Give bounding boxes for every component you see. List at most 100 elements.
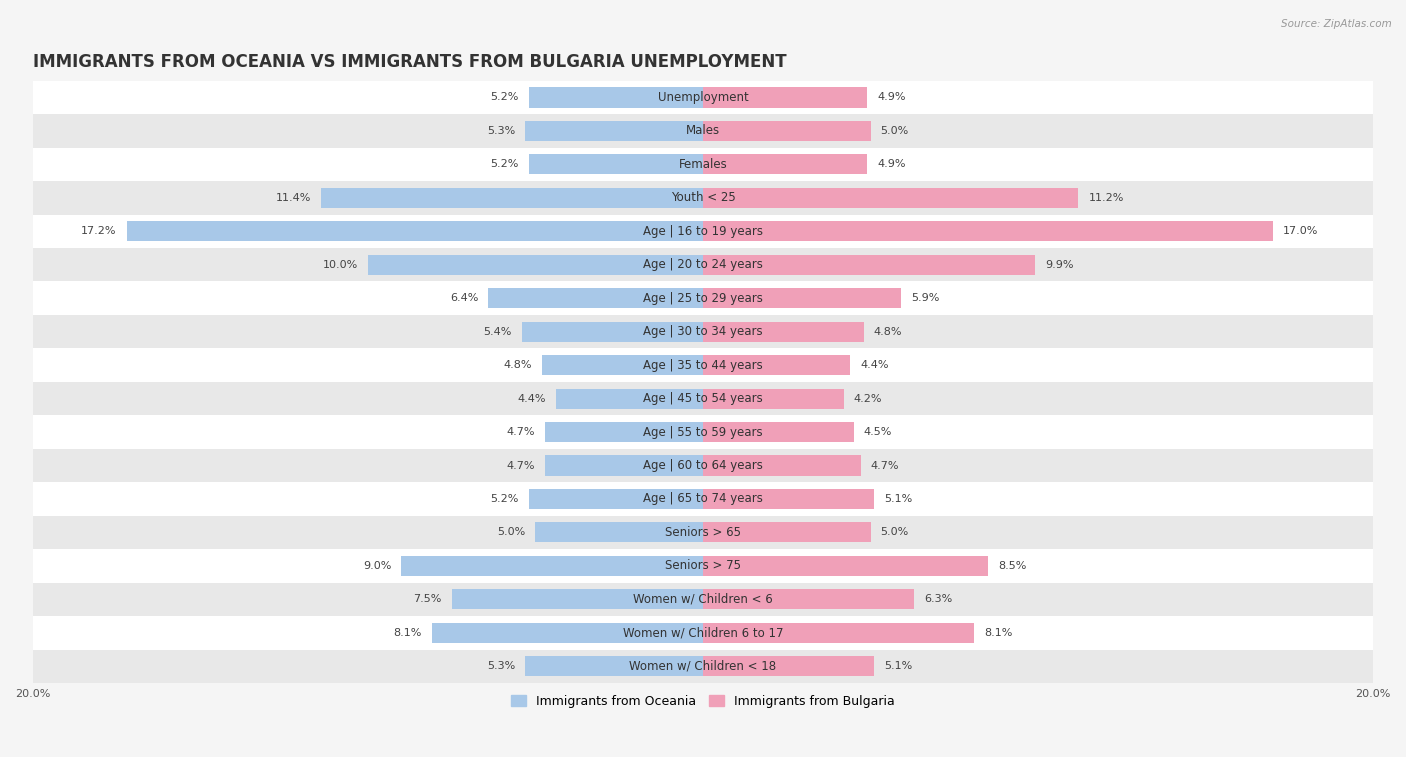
Bar	[32, 516, 1374, 549]
Text: 6.4%: 6.4%	[450, 293, 478, 304]
Bar	[32, 315, 1374, 348]
Text: 4.7%: 4.7%	[508, 460, 536, 471]
Text: 4.4%: 4.4%	[860, 360, 889, 370]
Bar	[703, 522, 870, 543]
Text: 4.9%: 4.9%	[877, 92, 905, 102]
Bar	[543, 355, 703, 375]
Bar	[529, 87, 703, 107]
Text: 5.0%: 5.0%	[880, 126, 908, 136]
Text: 17.0%: 17.0%	[1282, 226, 1319, 236]
Text: Age | 25 to 29 years: Age | 25 to 29 years	[643, 291, 763, 305]
Text: 8.1%: 8.1%	[394, 628, 422, 638]
Bar	[321, 188, 703, 208]
Bar	[368, 254, 703, 275]
Bar	[32, 81, 1374, 114]
Text: Males: Males	[686, 124, 720, 138]
Text: 4.8%: 4.8%	[503, 360, 531, 370]
Bar	[546, 456, 703, 475]
Text: 5.4%: 5.4%	[484, 327, 512, 337]
Bar	[703, 322, 863, 341]
Text: 17.2%: 17.2%	[82, 226, 117, 236]
Text: 6.3%: 6.3%	[924, 594, 952, 604]
Text: 5.2%: 5.2%	[491, 494, 519, 504]
Text: 5.1%: 5.1%	[884, 494, 912, 504]
Text: Females: Females	[679, 158, 727, 171]
Bar	[703, 556, 988, 576]
Bar	[32, 148, 1374, 181]
Text: IMMIGRANTS FROM OCEANIA VS IMMIGRANTS FROM BULGARIA UNEMPLOYMENT: IMMIGRANTS FROM OCEANIA VS IMMIGRANTS FR…	[32, 53, 786, 71]
Text: 5.2%: 5.2%	[491, 92, 519, 102]
Bar	[127, 221, 703, 241]
Bar	[703, 456, 860, 475]
Text: Age | 35 to 44 years: Age | 35 to 44 years	[643, 359, 763, 372]
Bar	[703, 623, 974, 643]
Bar	[32, 248, 1374, 282]
Bar	[703, 188, 1078, 208]
Text: Age | 16 to 19 years: Age | 16 to 19 years	[643, 225, 763, 238]
Bar	[703, 87, 868, 107]
Bar	[526, 121, 703, 141]
Text: Source: ZipAtlas.com: Source: ZipAtlas.com	[1281, 19, 1392, 29]
Bar	[546, 422, 703, 442]
Bar	[32, 382, 1374, 416]
Bar	[703, 422, 853, 442]
Legend: Immigrants from Oceania, Immigrants from Bulgaria: Immigrants from Oceania, Immigrants from…	[506, 690, 900, 713]
Text: Youth < 25: Youth < 25	[671, 192, 735, 204]
Text: 4.9%: 4.9%	[877, 160, 905, 170]
Bar	[703, 388, 844, 409]
Bar	[32, 549, 1374, 583]
Bar	[32, 181, 1374, 214]
Bar	[703, 589, 914, 609]
Bar	[32, 114, 1374, 148]
Text: 5.3%: 5.3%	[486, 126, 516, 136]
Bar	[555, 388, 703, 409]
Text: 9.9%: 9.9%	[1045, 260, 1073, 269]
Text: 11.4%: 11.4%	[276, 193, 311, 203]
Bar	[32, 616, 1374, 650]
Bar	[703, 489, 875, 509]
Text: 4.8%: 4.8%	[875, 327, 903, 337]
Text: 4.2%: 4.2%	[853, 394, 883, 403]
Text: 11.2%: 11.2%	[1088, 193, 1123, 203]
Bar	[401, 556, 703, 576]
Text: Age | 60 to 64 years: Age | 60 to 64 years	[643, 459, 763, 472]
Bar	[32, 482, 1374, 516]
Bar	[451, 589, 703, 609]
Bar	[703, 121, 870, 141]
Bar	[32, 348, 1374, 382]
Bar	[32, 282, 1374, 315]
Text: Age | 30 to 34 years: Age | 30 to 34 years	[643, 326, 763, 338]
Bar	[32, 416, 1374, 449]
Text: 10.0%: 10.0%	[322, 260, 357, 269]
Bar	[488, 288, 703, 308]
Bar	[529, 154, 703, 174]
Text: Women w/ Children < 6: Women w/ Children < 6	[633, 593, 773, 606]
Text: Age | 45 to 54 years: Age | 45 to 54 years	[643, 392, 763, 405]
Bar	[703, 355, 851, 375]
Text: Women w/ Children < 18: Women w/ Children < 18	[630, 660, 776, 673]
Text: 5.3%: 5.3%	[486, 662, 516, 671]
Bar	[32, 583, 1374, 616]
Text: 5.1%: 5.1%	[884, 662, 912, 671]
Bar	[32, 449, 1374, 482]
Bar	[32, 214, 1374, 248]
Bar	[529, 489, 703, 509]
Bar	[703, 288, 901, 308]
Bar	[536, 522, 703, 543]
Text: 7.5%: 7.5%	[413, 594, 441, 604]
Text: 9.0%: 9.0%	[363, 561, 391, 571]
Bar	[703, 154, 868, 174]
Bar	[703, 656, 875, 676]
Text: 4.7%: 4.7%	[508, 427, 536, 437]
Text: 8.5%: 8.5%	[998, 561, 1026, 571]
Text: 5.0%: 5.0%	[880, 528, 908, 537]
Bar	[432, 623, 703, 643]
Bar	[522, 322, 703, 341]
Text: 4.4%: 4.4%	[517, 394, 546, 403]
Bar	[32, 650, 1374, 683]
Text: 4.7%: 4.7%	[870, 460, 898, 471]
Text: Age | 20 to 24 years: Age | 20 to 24 years	[643, 258, 763, 271]
Text: Age | 55 to 59 years: Age | 55 to 59 years	[643, 425, 763, 438]
Bar	[703, 221, 1272, 241]
Text: Seniors > 65: Seniors > 65	[665, 526, 741, 539]
